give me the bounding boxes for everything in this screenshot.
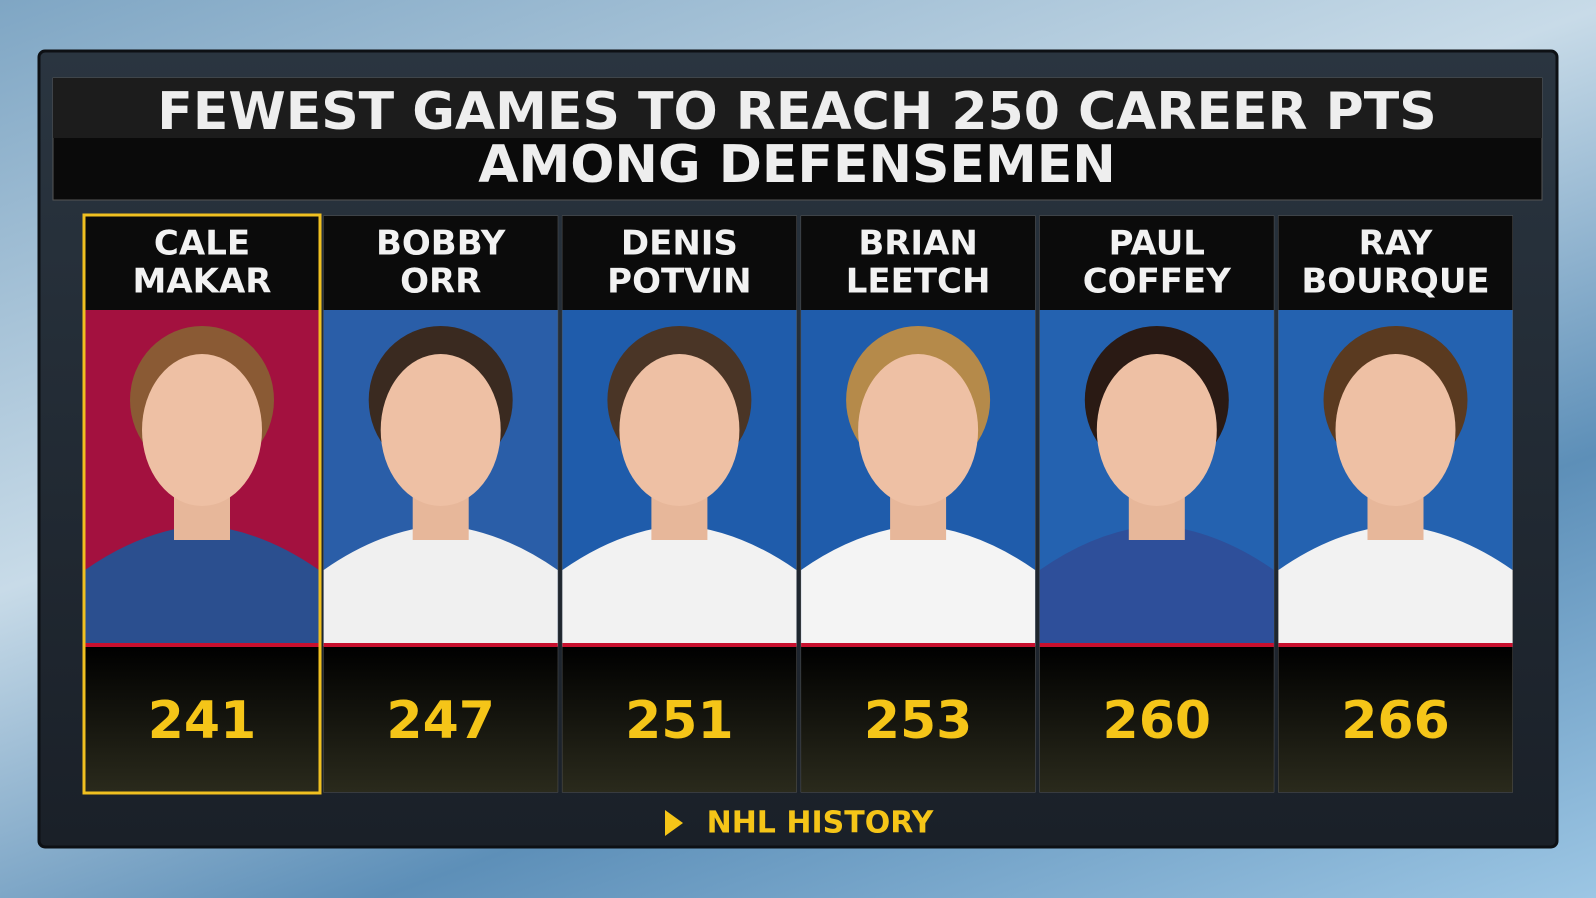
- player-name: MAKAR: [133, 262, 272, 302]
- player-name: DENIS: [621, 224, 738, 264]
- games-value: 241: [148, 691, 257, 751]
- player-name: LEETCH: [846, 262, 991, 302]
- games-value: 253: [864, 691, 973, 751]
- face: [858, 354, 979, 506]
- jersey: [801, 525, 1036, 646]
- player-name: BOBBY: [376, 224, 506, 264]
- title-line: FEWEST GAMES TO REACH 250 CAREER PTS: [157, 82, 1436, 142]
- face: [1096, 354, 1217, 506]
- photo-rule: [85, 643, 319, 647]
- name-box: [1278, 216, 1513, 310]
- jersey: [562, 525, 797, 646]
- footer-label: NHL HISTORY: [707, 806, 935, 841]
- jersey: [1278, 525, 1513, 646]
- value-box: [85, 647, 319, 792]
- face: [142, 354, 262, 506]
- player-name: RAY: [1359, 224, 1433, 264]
- photo-rule: [1039, 643, 1274, 647]
- name-box: [85, 216, 319, 310]
- jersey: [1039, 525, 1274, 646]
- value-box: [323, 647, 558, 792]
- title-band: [53, 78, 1542, 138]
- player-name: ORR: [400, 262, 481, 302]
- face: [380, 354, 501, 506]
- player-name: BOURQUE: [1301, 262, 1489, 302]
- name-box: [801, 216, 1036, 310]
- name-box: [1039, 216, 1274, 310]
- photo-rule: [1278, 643, 1513, 647]
- games-value: 247: [386, 691, 495, 751]
- photo-rule: [801, 643, 1036, 647]
- face: [1335, 354, 1456, 506]
- player-name: CALE: [154, 224, 250, 264]
- name-box: [562, 216, 797, 310]
- player-name: COFFEY: [1083, 262, 1232, 302]
- value-box: [1278, 647, 1513, 792]
- games-value: 251: [625, 691, 734, 751]
- player-name: PAUL: [1109, 224, 1205, 264]
- name-box: [323, 216, 558, 310]
- value-box: [1039, 647, 1274, 792]
- player-name: POTVIN: [607, 262, 751, 302]
- value-box: [801, 647, 1036, 792]
- face: [619, 354, 740, 506]
- photo-rule: [562, 643, 797, 647]
- title-line: AMONG DEFENSEMEN: [478, 135, 1116, 195]
- player-name: BRIAN: [858, 224, 978, 264]
- photo-rule: [323, 643, 558, 647]
- games-value: 260: [1103, 691, 1212, 751]
- value-box: [562, 647, 797, 792]
- jersey: [323, 525, 558, 646]
- highlight: [82, 213, 322, 795]
- games-value: 266: [1341, 691, 1450, 751]
- footer-arrow: [665, 810, 683, 836]
- jersey: [85, 525, 319, 646]
